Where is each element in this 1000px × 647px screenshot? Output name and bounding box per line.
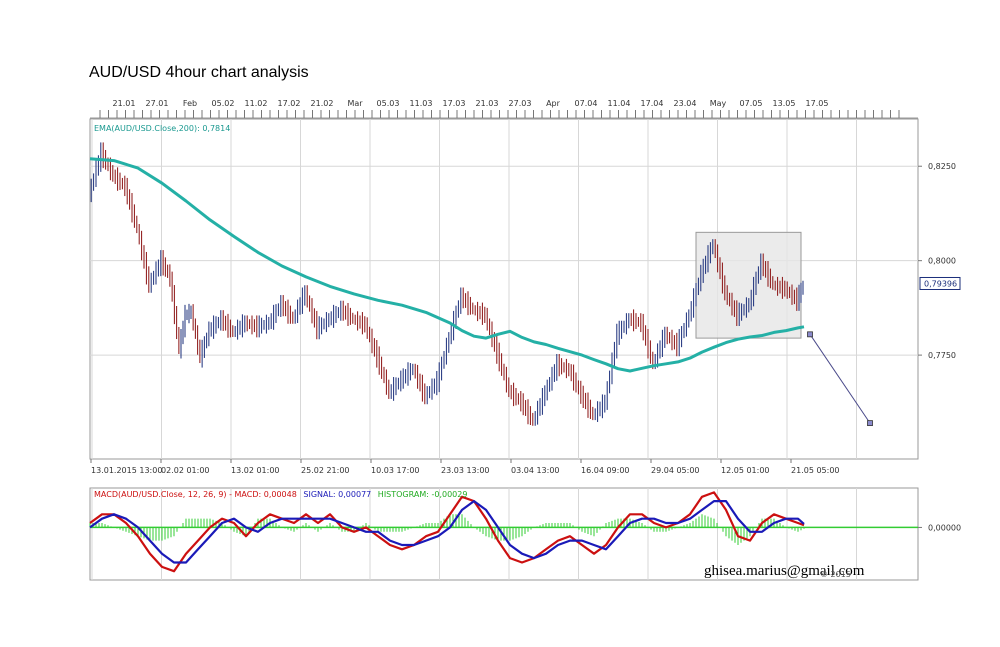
top-date-label: 17.02 bbox=[278, 99, 301, 108]
top-date-label: 05.02 bbox=[212, 99, 235, 108]
projection-layer bbox=[807, 331, 873, 427]
top-date-label: 23.04 bbox=[674, 99, 697, 108]
bottom-date-label: 25.02 21:00 bbox=[301, 466, 350, 475]
projection-start-marker bbox=[807, 331, 813, 338]
current-price-marker bbox=[919, 276, 961, 290]
current-price-label: 0,79396 bbox=[924, 279, 957, 288]
top-date-label: 13.05 bbox=[773, 99, 796, 108]
watermark-email: ghisea.marius@gmail.com bbox=[704, 563, 865, 579]
signal-label-part: SIGNAL: 0,00077 bbox=[303, 490, 371, 499]
bottom-date-label: 21.05 05:00 bbox=[791, 466, 840, 475]
top-date-label: Mar bbox=[347, 99, 363, 108]
bottom-date-label: 13.02 01:00 bbox=[231, 466, 280, 475]
bottom-date-label: 03.04 13:00 bbox=[511, 466, 560, 475]
price-y-tick-label: 0,8000 bbox=[928, 257, 956, 266]
top-date-label: 07.04 bbox=[575, 99, 598, 108]
top-date-label: 07.05 bbox=[740, 99, 763, 108]
top-date-label: 21.01 bbox=[113, 99, 136, 108]
ema-indicator-label: EMA(AUD/USD.Close,200): 0,7814 bbox=[94, 124, 230, 133]
macd-lines bbox=[89, 491, 805, 573]
top-date-label: Feb bbox=[183, 99, 197, 108]
bottom-date-label: 29.04 05:00 bbox=[651, 466, 700, 475]
bottom-date-label: 10.03 17:00 bbox=[371, 466, 420, 475]
top-date-label: 11.02 bbox=[245, 99, 268, 108]
top-date-label: May bbox=[710, 99, 727, 108]
top-date-label: 11.04 bbox=[608, 99, 631, 108]
top-date-label: 11.03 bbox=[410, 99, 433, 108]
projection-line bbox=[809, 334, 871, 424]
page-title: AUD/USD 4hour chart analysis bbox=[89, 64, 309, 81]
bottom-date-label: 13.01.2015 13:00 bbox=[91, 466, 162, 475]
macd-indicator-label: MACD(AUD/USD.Close, 12, 26, 9) - MACD: 0… bbox=[94, 490, 467, 499]
price-y-tick-label: 0,7750 bbox=[928, 351, 956, 360]
top-date-axis: 21.01 27.01 Feb 05.02 11.02 17.02 21.02 Mar 05.0… bbox=[90, 99, 918, 119]
signal-line bbox=[89, 500, 805, 564]
price-y-tick-label: 0,8250 bbox=[928, 162, 956, 171]
bottom-date-label: 23.03 13:00 bbox=[441, 466, 490, 475]
macd-y-axis: 0,00000 bbox=[918, 523, 961, 532]
histogram-label-part: HISTOGRAM: -0,00029 bbox=[378, 490, 468, 499]
copyright-text: © 2015 bbox=[820, 570, 851, 579]
top-date-label: 27.01 bbox=[146, 99, 169, 108]
top-date-label: 17.04 bbox=[641, 99, 664, 108]
macd-line bbox=[89, 491, 805, 573]
top-date-label: 05.03 bbox=[377, 99, 400, 108]
top-date-label: 21.03 bbox=[476, 99, 499, 108]
macd-histogram bbox=[89, 514, 805, 545]
top-date-label: Apr bbox=[546, 99, 561, 108]
highlight-box bbox=[695, 231, 802, 339]
bottom-date-label: 02.02 01:00 bbox=[161, 466, 210, 475]
highlight-rectangle bbox=[695, 231, 802, 339]
price-candles bbox=[90, 142, 804, 426]
top-date-label: 17.03 bbox=[443, 99, 466, 108]
macd-y-tick-label: 0,00000 bbox=[928, 523, 961, 532]
ema-line-layer bbox=[89, 157, 805, 373]
price-y-axis: 0,8250 0,8000 0,7750 0,79396 bbox=[918, 162, 961, 360]
macd-label-part: MACD(AUD/USD.Close, 12, 26, 9) - MACD: 0… bbox=[94, 490, 297, 499]
top-date-label: 21.02 bbox=[311, 99, 334, 108]
ema-line bbox=[89, 157, 805, 373]
bottom-date-label: 16.04 09:00 bbox=[581, 466, 630, 475]
bottom-date-axis: 13.01.2015 13:0002.02 01:00 13.02 01:00 25… bbox=[90, 459, 840, 475]
bottom-date-label: 12.05 01:00 bbox=[721, 466, 770, 475]
top-date-label: 17.05 bbox=[806, 99, 829, 108]
projection-end-marker bbox=[867, 420, 873, 427]
top-date-label: 27.03 bbox=[509, 99, 532, 108]
